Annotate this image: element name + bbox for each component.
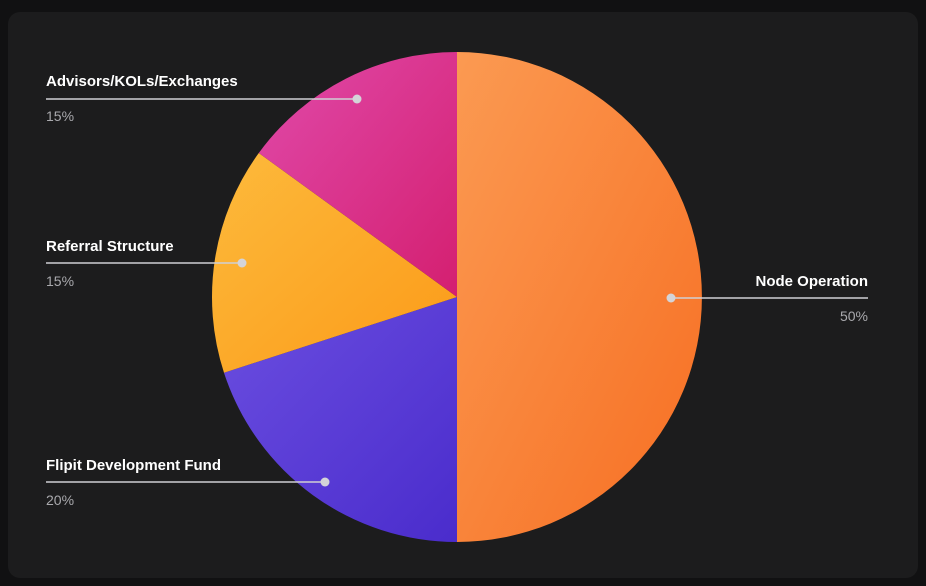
slice-label-advisors: Advisors/KOLs/Exchanges bbox=[46, 73, 238, 90]
leader-referral-dot bbox=[237, 258, 247, 268]
slice-value-flipit: 20% bbox=[46, 492, 75, 508]
leader-flipit-dot bbox=[320, 477, 330, 487]
slice-referral-structure bbox=[212, 152, 457, 373]
slice-flipit-development-fund bbox=[223, 297, 457, 542]
slice-advisors-kols-exchanges bbox=[258, 52, 457, 297]
slice-label-flipit: Flipit Development Fund bbox=[46, 457, 221, 474]
slice-node-operation bbox=[457, 52, 702, 542]
slice-label-referral: Referral Structure bbox=[46, 238, 174, 255]
slice-value-advisors: 15% bbox=[46, 108, 75, 124]
slice-label-node-operation: Node Operation bbox=[755, 273, 868, 290]
leader-advisors-dot bbox=[352, 94, 362, 104]
slice-value-referral: 15% bbox=[46, 273, 75, 289]
slice-value-node-operation: 50% bbox=[839, 308, 868, 324]
leader-node-operation-dot bbox=[666, 293, 676, 303]
